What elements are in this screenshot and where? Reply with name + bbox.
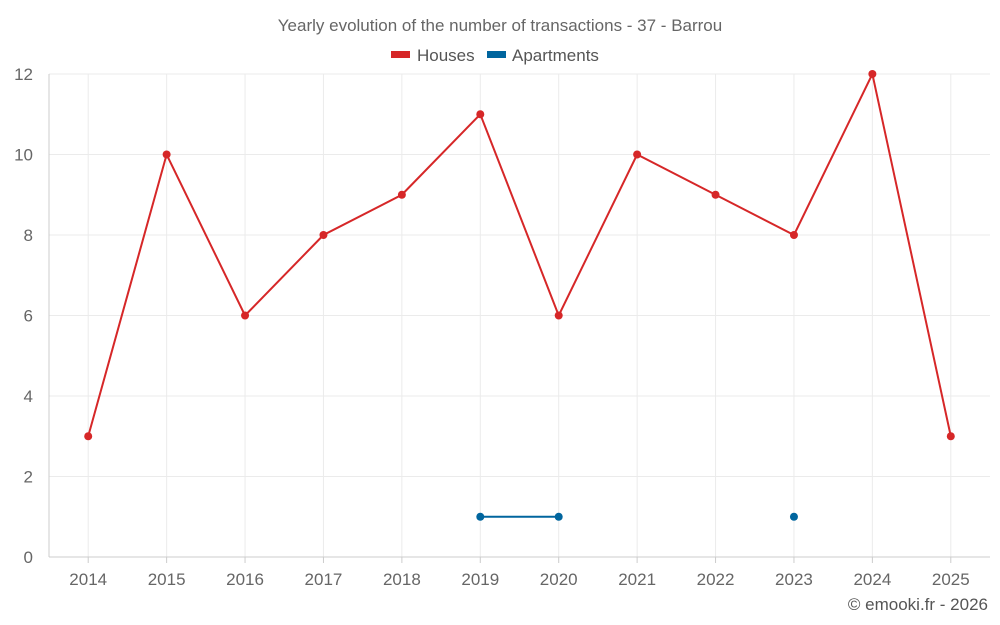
axes [48,74,990,563]
credit-text: © emooki.fr - 2026 [848,595,988,614]
y-tick-label: 4 [24,387,33,406]
x-axis-labels: 2014 2015 2016 2017 2018 2019 2020 2021 2022 2023… [69,570,969,589]
y-axis-labels: 0 2 4 6 8 10 12 [14,65,33,567]
x-tick-label: 2021 [618,570,656,589]
x-tick-label: 2024 [853,570,891,589]
data-point-houses-2025[interactable] [946,432,955,441]
data-point-houses-2017[interactable] [319,231,328,239]
x-tick-label: 2016 [226,570,264,589]
data-point-apartments-2019[interactable] [476,512,485,521]
y-tick-label: 0 [24,548,33,567]
y-tick-label: 8 [24,226,33,245]
grid [49,73,990,557]
series-layer [84,70,955,521]
x-tick-label: 2020 [540,570,578,589]
legend-label-apartments[interactable]: Apartments [512,46,599,65]
data-point-apartments-2023[interactable] [789,512,798,521]
y-tick-label: 12 [14,65,33,84]
x-tick-label: 2019 [461,570,499,589]
x-tick-label: 2018 [383,570,421,589]
legend-label-houses[interactable]: Houses [417,46,475,65]
y-tick-label: 2 [24,468,33,487]
x-tick-label: 2015 [148,570,186,589]
series-apartments [476,512,798,521]
x-tick-label: 2025 [932,570,970,589]
x-tick-label: 2022 [697,570,735,589]
x-tick-label: 2014 [69,570,107,589]
data-point-houses-2019[interactable] [476,110,485,119]
data-point-houses-2023[interactable] [789,231,798,239]
x-tick-label: 2023 [775,570,813,589]
series-line-houses [87,70,952,437]
y-tick-label: 6 [24,307,33,326]
data-point-apartments-2020[interactable] [554,512,563,521]
legend-swatch-apartments [487,51,506,58]
chart-title: Yearly evolution of the number of transa… [278,16,722,35]
legend-swatch-houses [391,51,410,58]
legend: Houses Apartments [391,46,599,65]
data-point-houses-2020[interactable] [554,311,563,320]
y-tick-label: 10 [14,146,33,165]
x-tick-label: 2017 [305,570,343,589]
series-houses [84,70,955,441]
data-point-houses-2015[interactable] [162,150,171,159]
data-point-houses-2021[interactable] [633,150,642,159]
data-point-houses-2024[interactable] [868,70,877,78]
data-point-houses-2018[interactable] [397,190,406,199]
data-point-houses-2016[interactable] [241,311,250,320]
data-point-houses-2022[interactable] [711,190,720,199]
data-point-houses-2014[interactable] [84,432,93,441]
